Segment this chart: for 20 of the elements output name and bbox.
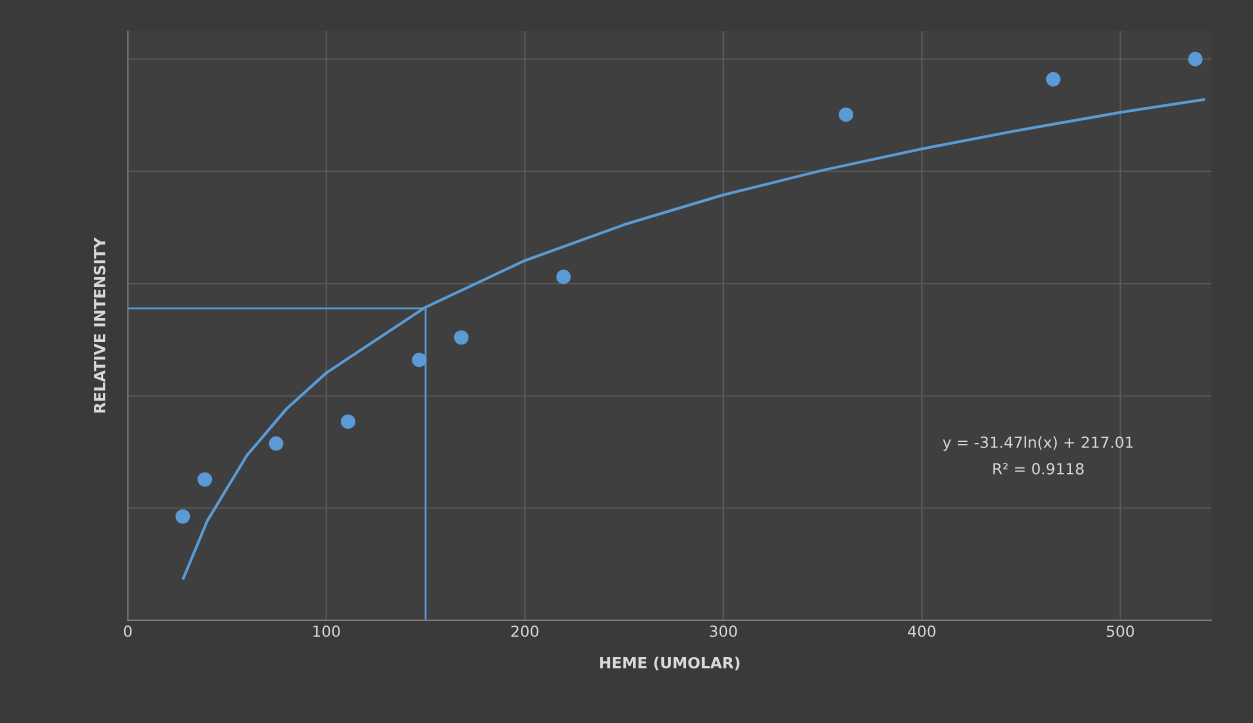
x-tick-label: 200	[511, 625, 539, 638]
point	[175, 509, 191, 524]
point	[556, 269, 571, 285]
point	[411, 352, 427, 368]
x-tick-label: 300	[709, 625, 737, 638]
y-axis-title: RELATIVE INTENSITY	[93, 237, 106, 413]
x-tick-label: 400	[908, 625, 936, 638]
point	[340, 414, 356, 429]
point	[838, 107, 854, 122]
annotation: y = -31.47ln(x) + 217.01	[942, 436, 1133, 451]
x-tick-label: 100	[313, 625, 340, 638]
x-tick-label: 0	[123, 625, 132, 638]
point	[197, 472, 213, 487]
point	[1045, 72, 1061, 87]
point	[1188, 51, 1203, 67]
annotation: R² = 0.9118	[993, 462, 1084, 475]
x-axis-title: HEME (UMOLAR)	[600, 656, 740, 671]
point	[268, 436, 284, 451]
x-tick-label: 500	[1106, 625, 1134, 638]
point	[454, 330, 469, 345]
